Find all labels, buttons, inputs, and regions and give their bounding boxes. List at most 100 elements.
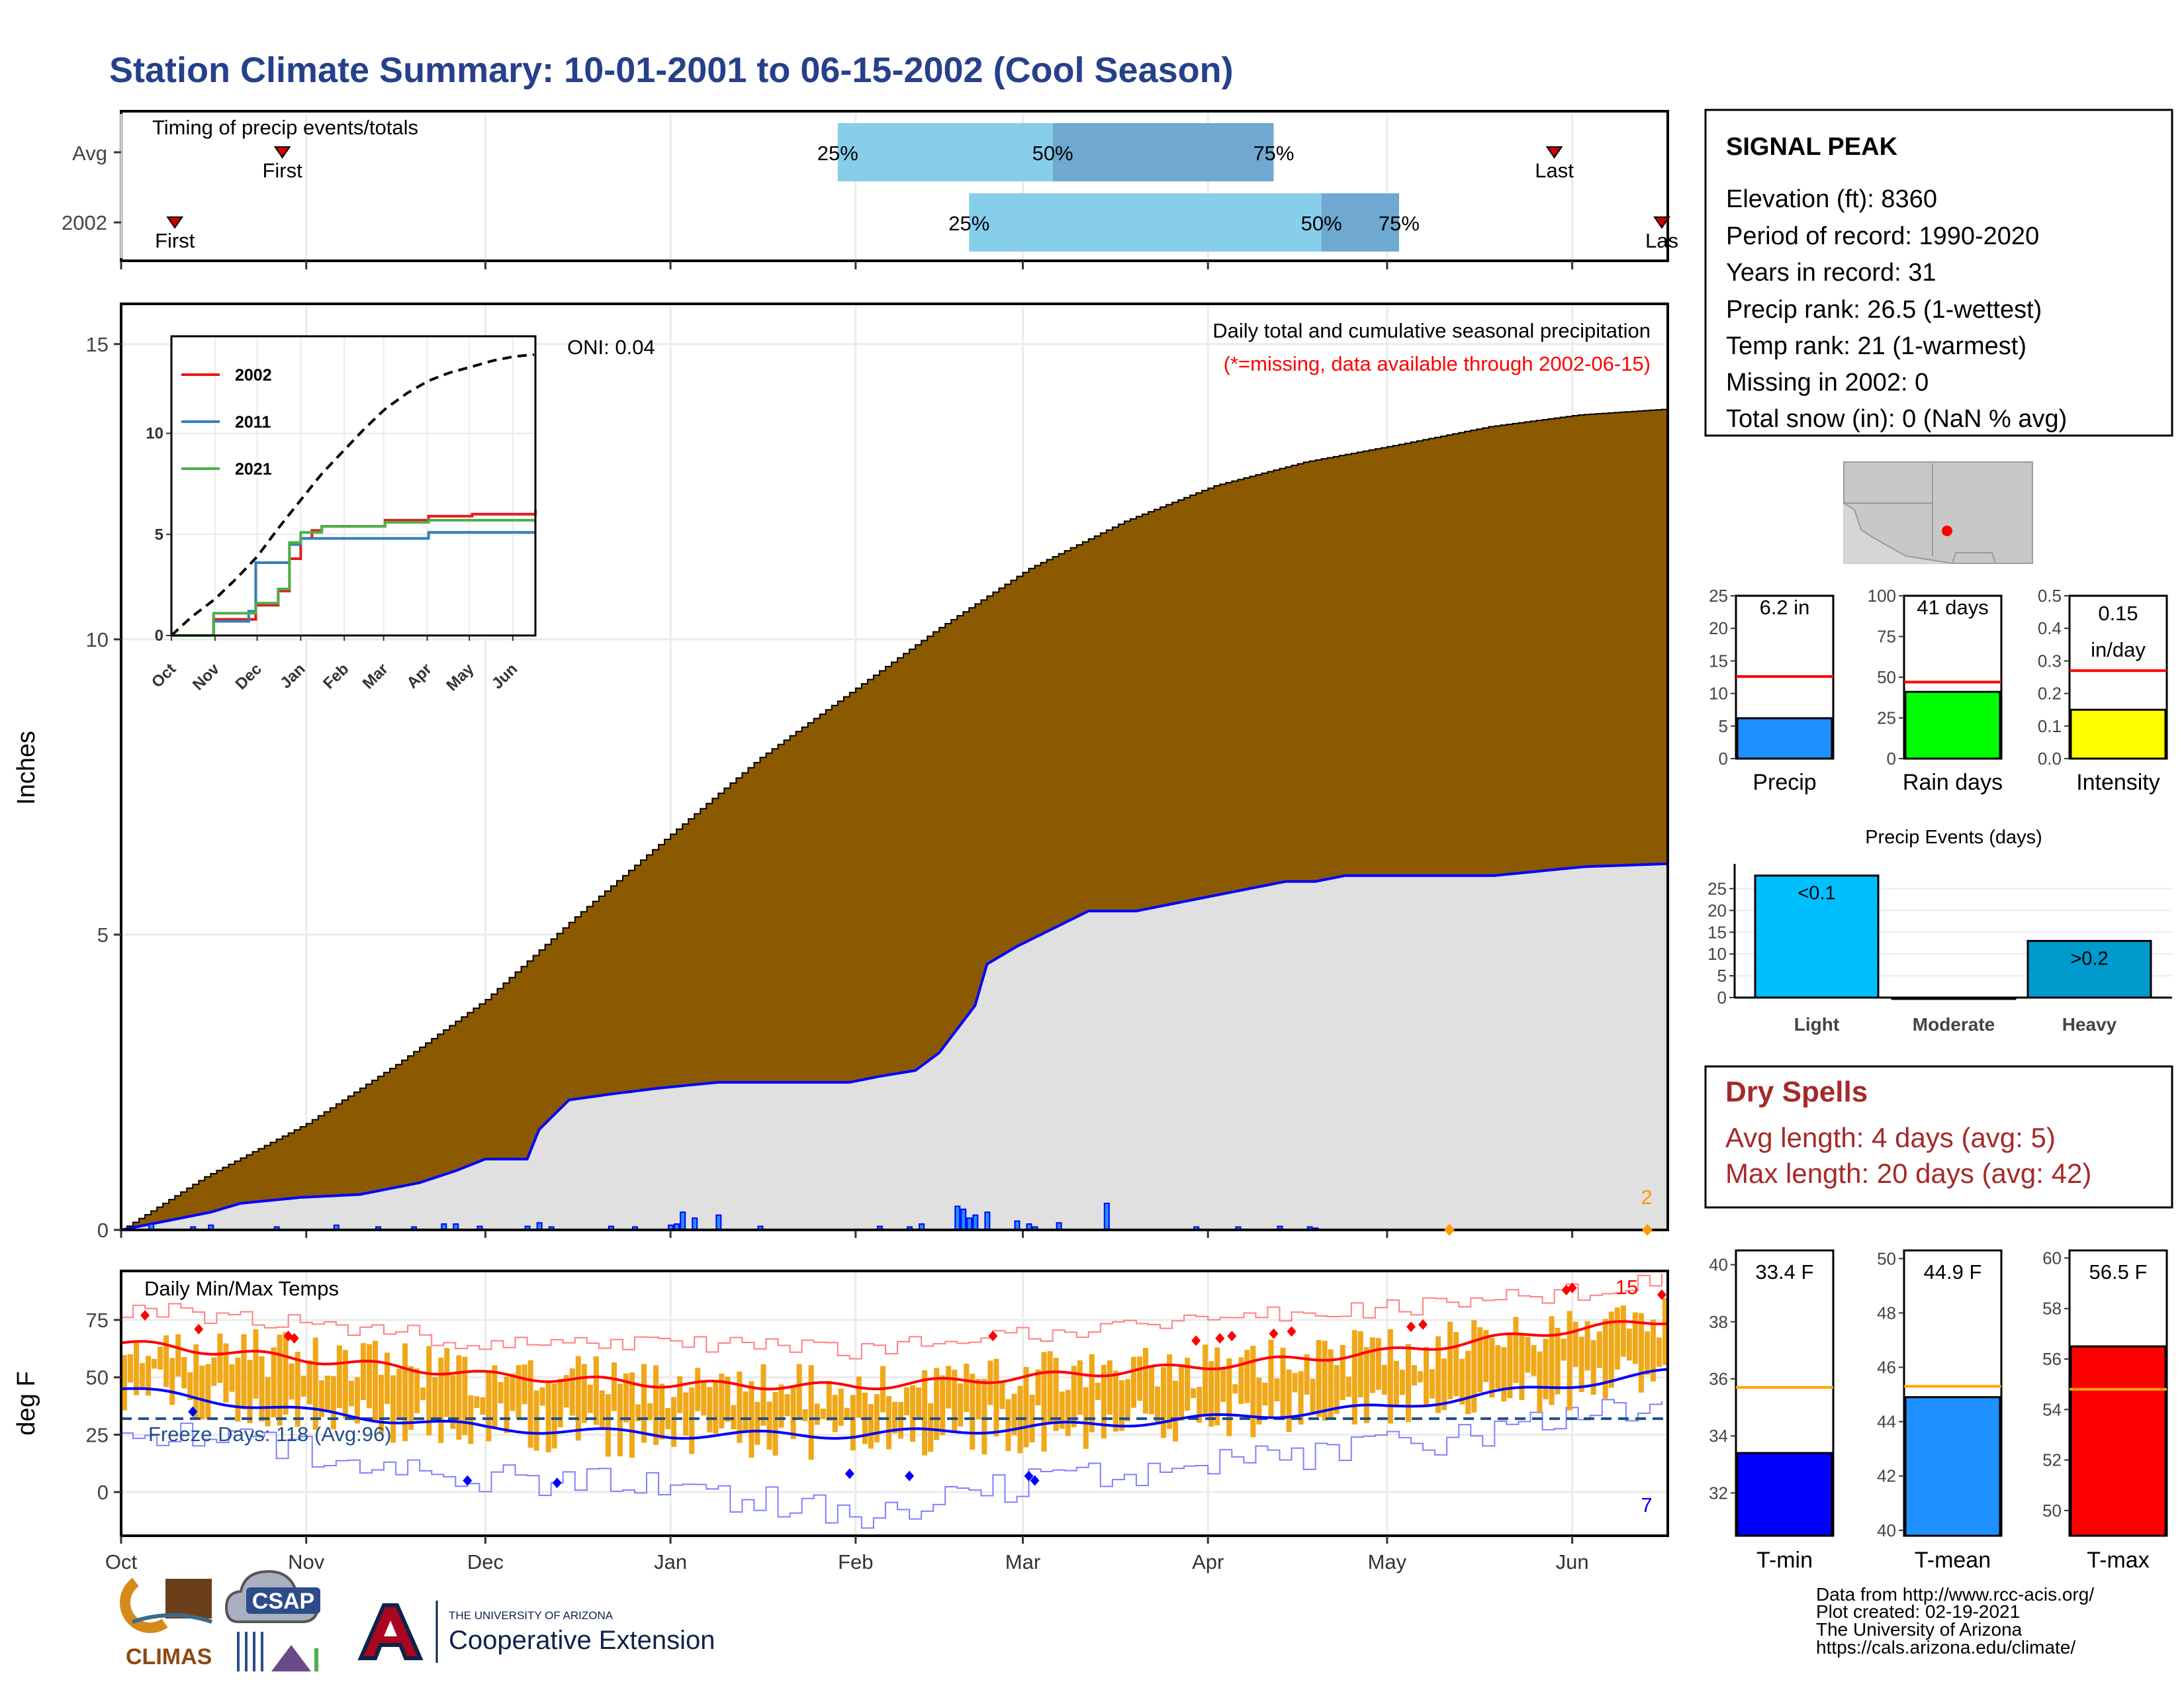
inset-ytick-label: 5	[155, 526, 163, 543]
climas-logo-text: CLIMAS	[126, 1644, 212, 1669]
timing-row-avg-label: Avg	[72, 142, 107, 165]
daily-temp-bar	[868, 1404, 874, 1449]
stat-ytick-label: 25	[1709, 586, 1728, 606]
daily-temp-bar	[187, 1372, 193, 1401]
daily-temp-bar	[617, 1383, 623, 1457]
daily-temp-bar	[330, 1376, 336, 1430]
daily-temp-bar	[713, 1382, 719, 1434]
daily-temp-bar	[623, 1373, 629, 1423]
daily-temp-bar	[1614, 1307, 1620, 1370]
daily-temp-bar	[1363, 1346, 1369, 1423]
daily-precip-bar	[692, 1217, 698, 1231]
tstat-label-T-min: T-min	[1756, 1548, 1813, 1573]
stat-ytick-label: 0	[1719, 749, 1728, 769]
daily-temp-bar	[253, 1329, 259, 1399]
daily-temp-bar	[1005, 1399, 1011, 1451]
last-event-label-2002: Las	[1645, 229, 1678, 252]
daily-temp-bar	[934, 1368, 940, 1440]
daily-temp-bar	[1351, 1330, 1357, 1425]
stat-value-Precip: 6.2 in	[1760, 596, 1810, 619]
station-info-box: SIGNAL PEAK Elevation (ft): 8360 Period …	[1704, 109, 2173, 437]
daily-temp-bar	[1118, 1380, 1124, 1431]
daily-temp-bar	[1155, 1386, 1161, 1423]
daily-temp-bar	[169, 1358, 175, 1405]
daily-temp-bar	[1483, 1330, 1489, 1382]
temperature-panel: 0 25 50 75 Daily Min/Max Temps Freeze Days:…	[13, 1270, 1669, 1573]
daily-temp-bar	[241, 1334, 247, 1410]
record-high-marker	[988, 1331, 998, 1342]
daily-temp-bar	[324, 1375, 330, 1411]
daily-temp-bar	[1567, 1311, 1572, 1411]
last-event-label-Avg: Last	[1535, 159, 1574, 182]
daily-temp-bar	[1477, 1327, 1483, 1393]
footer-source: Data from http://www.rcc-acis.org/	[1816, 1584, 2094, 1605]
daily-temp-bar	[1095, 1382, 1101, 1400]
daily-temp-bar	[193, 1344, 199, 1419]
timing-bar-q1-2002	[969, 193, 1322, 252]
record-low-count: 7	[1641, 1493, 1652, 1517]
month-label-Nov: Nov	[288, 1550, 325, 1573]
daily-temp-bar	[504, 1376, 510, 1433]
precip-ytick-label: 10	[86, 628, 109, 651]
daily-temp-bar	[1047, 1351, 1053, 1425]
record-low-marker	[188, 1406, 198, 1417]
daily-temp-bar	[1656, 1337, 1662, 1367]
daily-temp-bar	[677, 1376, 683, 1413]
daily-temp-bar	[181, 1357, 187, 1389]
daily-temp-bar	[1578, 1336, 1584, 1392]
events-ytick-label: 25	[1707, 878, 1727, 898]
daily-temp-bar	[689, 1387, 695, 1454]
dry-spells-max: Max length: 20 days (avg: 42)	[1725, 1158, 2091, 1189]
daily-temp-bar	[1220, 1368, 1226, 1402]
daily-temp-bar	[737, 1371, 743, 1443]
record-high-marker	[1406, 1321, 1416, 1333]
record-high-marker	[1657, 1289, 1666, 1300]
daily-temp-bar	[838, 1388, 844, 1427]
daily-temp-bar	[1471, 1320, 1477, 1413]
month-label-Dec: Dec	[467, 1550, 504, 1573]
page-title: Station Climate Summary: 10-01-2001 to 0…	[109, 50, 1234, 90]
daily-temp-bar	[1124, 1379, 1130, 1422]
tstat-ytick-label: 58	[2042, 1299, 2062, 1319]
footer-university: The University of Arizona	[1816, 1619, 2023, 1640]
daily-precip-bar	[960, 1208, 967, 1231]
daily-temp-bar	[1208, 1361, 1214, 1427]
daily-temp-bar	[1369, 1337, 1375, 1393]
stat-ytick-label: 0.0	[2038, 749, 2062, 769]
station-name: SIGNAL PEAK	[1726, 133, 1898, 161]
daily-temp-bar	[1023, 1367, 1029, 1448]
stat-ytick-label: 10	[1709, 684, 1728, 704]
daily-temp-bar	[402, 1343, 408, 1441]
dry-spells-avg: Avg length: 4 days (avg: 5)	[1725, 1122, 2056, 1153]
timing-row-2002-label: 2002	[62, 211, 107, 234]
event-category-Heavy: Heavy	[2062, 1014, 2117, 1035]
daily-temp-bar	[1029, 1394, 1035, 1442]
daily-temp-bar	[1644, 1331, 1650, 1376]
precip-corner-value: 2	[1641, 1186, 1652, 1209]
tstat-bar-T-max	[2070, 1345, 2167, 1537]
stat-ytick-label: 5	[1719, 716, 1728, 736]
daily-temp-bar	[1340, 1344, 1345, 1400]
stat-ytick-label: 0.5	[2038, 586, 2062, 606]
daily-temp-bar	[635, 1404, 641, 1422]
oni-label: ONI: 0.04	[567, 336, 655, 359]
inset-frame	[170, 335, 537, 637]
daily-temp-bar	[306, 1360, 312, 1405]
daily-temp-bar	[1626, 1329, 1632, 1361]
tstat-ytick-label: 42	[1877, 1466, 1896, 1486]
tstat-ytick-label: 32	[1709, 1483, 1728, 1503]
daily-temp-bar	[1142, 1348, 1148, 1414]
daily-temp-bar	[235, 1357, 241, 1422]
record-high-marker	[1227, 1331, 1237, 1342]
daily-temp-bar	[898, 1401, 904, 1439]
record-low-line	[121, 1399, 1662, 1529]
tstat-bar-T-mean	[1904, 1396, 2001, 1537]
daily-temp-bar	[958, 1383, 964, 1427]
tstat-value-T-min: 33.4 F	[1756, 1260, 1814, 1284]
record-high-marker	[1215, 1333, 1225, 1344]
daily-temp-bar	[122, 1355, 128, 1411]
last-event-marker-Avg	[1545, 146, 1563, 159]
daily-temp-bar	[1638, 1313, 1644, 1393]
events-ytick-label: 5	[1717, 966, 1727, 986]
daily-temp-bar	[1459, 1358, 1465, 1405]
